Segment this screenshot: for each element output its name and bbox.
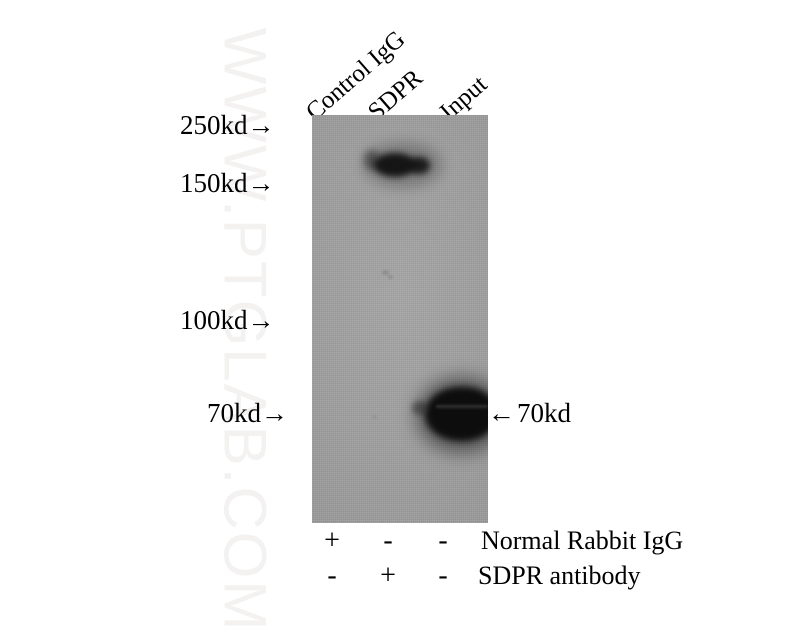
membrane-noise-texture bbox=[312, 115, 488, 523]
symbol-normal-rabbit-igg-lane-2: - bbox=[383, 525, 393, 556]
marker-150kd-label: 150kd bbox=[180, 168, 248, 198]
marker-250kd: 250kd→ bbox=[180, 112, 275, 139]
blot-membrane bbox=[312, 115, 488, 523]
marker-70kd-label: 70kd bbox=[207, 398, 261, 428]
symbol-sdpr-antibody-lane-3: - bbox=[438, 560, 448, 591]
marker-100kd-label: 100kd bbox=[180, 305, 248, 335]
band-input-streak bbox=[436, 405, 488, 408]
membrane-vignette bbox=[312, 115, 488, 523]
symbol-sdpr-antibody-lane-2: + bbox=[380, 560, 396, 591]
symbol-normal-rabbit-igg-lane-3: - bbox=[438, 525, 448, 556]
callout-70kd-label: 70kd bbox=[517, 398, 571, 428]
row-label-normal-rabbit-igg: Normal Rabbit IgG bbox=[481, 526, 684, 555]
membrane-speck bbox=[382, 270, 389, 275]
marker-150kd: 150kd→ bbox=[180, 170, 275, 197]
callout-arrow-left-icon: ← bbox=[488, 398, 515, 428]
marker-150kd-arrow-icon: → bbox=[247, 168, 275, 198]
marker-70kd-arrow-icon: → bbox=[261, 398, 288, 428]
band-input-70kd bbox=[425, 387, 488, 441]
marker-250kd-label: 250kd bbox=[180, 110, 248, 140]
membrane-speck bbox=[388, 275, 393, 279]
western-blot-figure: WWW.PTGLAB.COM Control IgG SDPR Input 25… bbox=[180, 26, 684, 632]
row-label-sdpr-antibody: SDPR antibody bbox=[478, 561, 641, 590]
marker-100kd: 100kd→ bbox=[180, 307, 275, 334]
callout-70kd: ← 70kd bbox=[488, 400, 571, 427]
membrane-speck bbox=[372, 415, 377, 419]
band-sdpr-tail bbox=[408, 157, 430, 174]
marker-100kd-arrow-icon: → bbox=[247, 305, 275, 335]
marker-70kd: 70kd→ bbox=[207, 400, 288, 427]
symbol-sdpr-antibody-lane-1: - bbox=[327, 560, 337, 591]
marker-250kd-arrow-icon: → bbox=[247, 110, 275, 140]
symbol-normal-rabbit-igg-lane-1: + bbox=[324, 525, 340, 556]
band-input-left-edge bbox=[412, 401, 428, 415]
